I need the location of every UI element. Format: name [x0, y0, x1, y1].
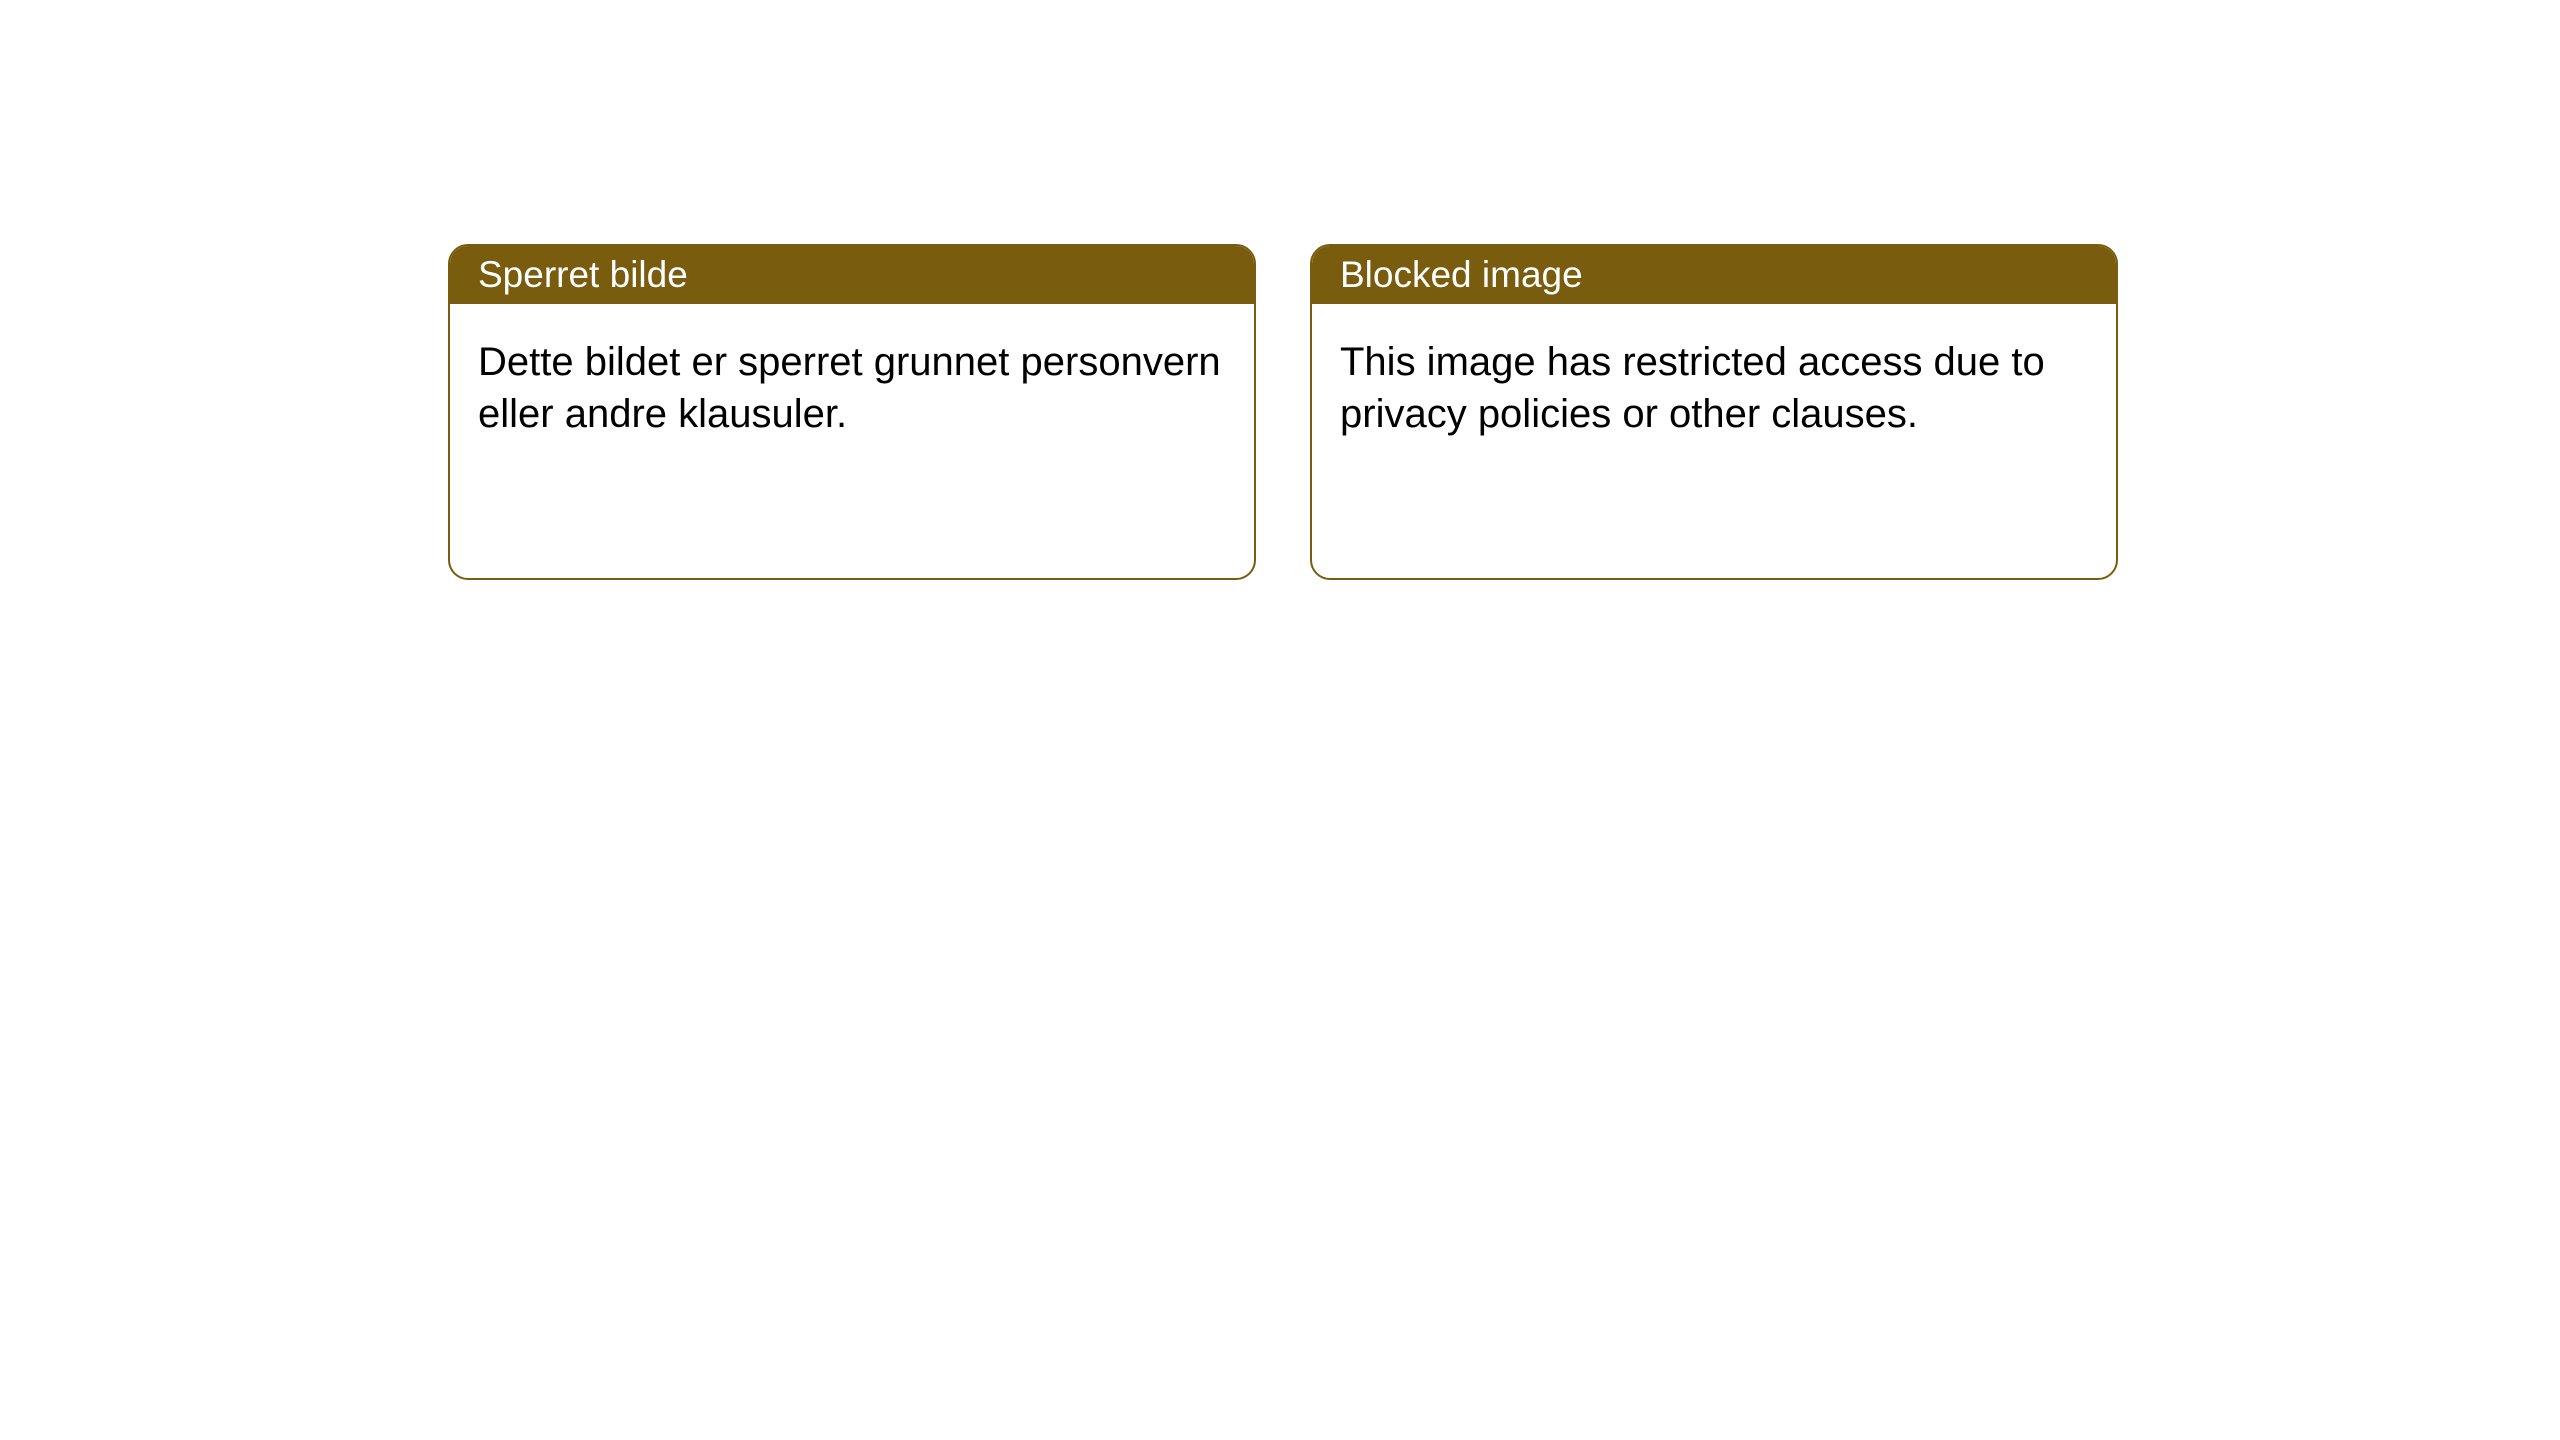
notice-body: This image has restricted access due to …: [1312, 304, 2116, 578]
notice-header: Sperret bilde: [450, 246, 1254, 304]
notice-container: Sperret bilde Dette bildet er sperret gr…: [0, 0, 2560, 580]
notice-body: Dette bildet er sperret grunnet personve…: [450, 304, 1254, 578]
notice-card-norwegian: Sperret bilde Dette bildet er sperret gr…: [448, 244, 1256, 580]
notice-header: Blocked image: [1312, 246, 2116, 304]
notice-card-english: Blocked image This image has restricted …: [1310, 244, 2118, 580]
